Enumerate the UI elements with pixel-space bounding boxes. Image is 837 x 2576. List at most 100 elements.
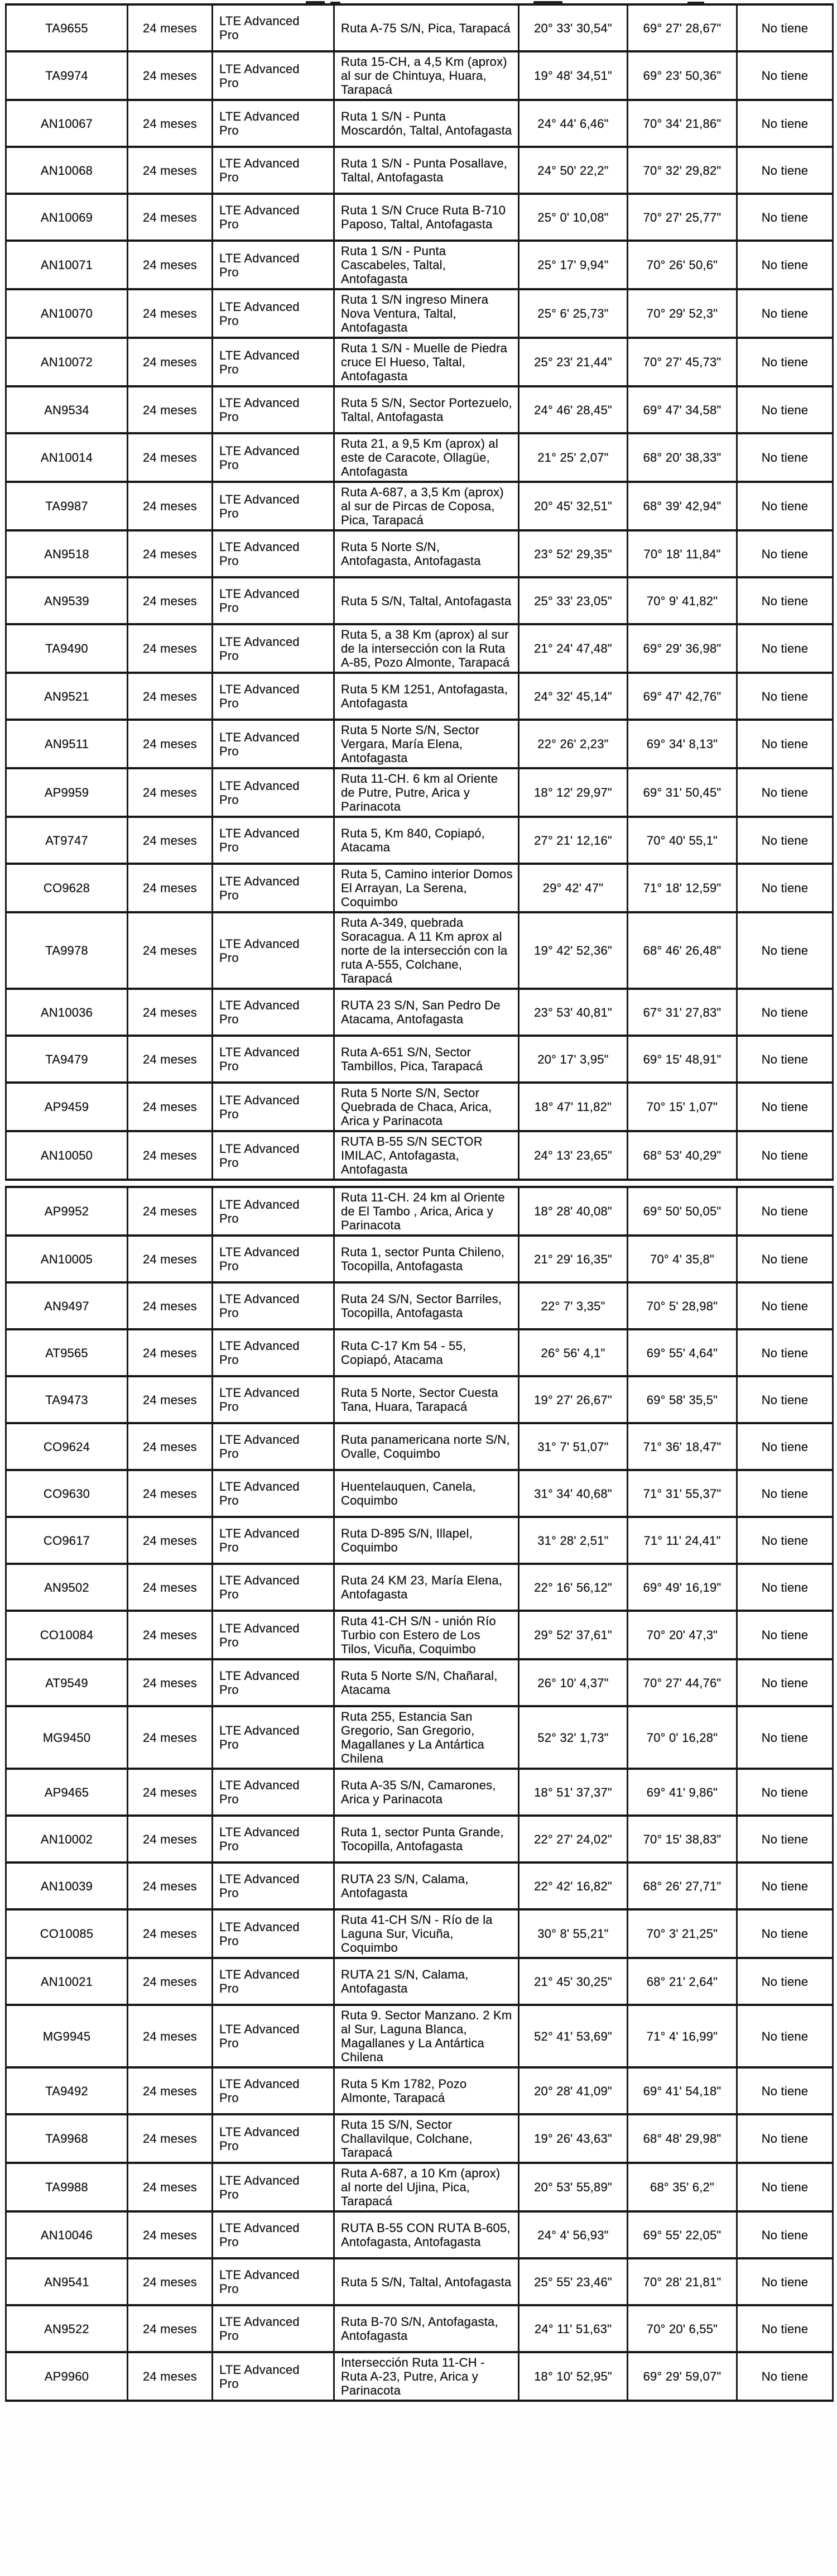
- cell-tecnologia: LTE Advanced Pro: [211, 1186, 335, 1237]
- cell-text: LTE Advanced Pro: [219, 540, 300, 568]
- cell-text: 25° 23' 21,44": [534, 355, 612, 369]
- cell-plazo: 24 meses: [127, 146, 213, 195]
- cell-text: AN10036: [40, 1005, 93, 1019]
- table-row: MG9450 24 meses LTE Advanced Pro Ruta 255, …: [5, 1705, 834, 1770]
- cell-text: 24 meses: [143, 1974, 197, 1989]
- cell-text: 24 meses: [143, 786, 197, 799]
- cell-text: No tiene: [761, 547, 809, 561]
- cell-text: LTE Advanced Pro: [219, 2173, 300, 2201]
- cell-text: 24 meses: [143, 1299, 197, 1313]
- cell-plazo: 24 meses: [127, 1705, 213, 1770]
- cell-codigo: AN10050: [5, 1130, 128, 1181]
- cell-plazo: 24 meses: [127, 1328, 213, 1377]
- cell-text: AN9518: [44, 547, 89, 561]
- cell-longitud: 69° 47' 34,58": [627, 385, 738, 434]
- cell-text: 71° 36' 18,47": [643, 1439, 721, 1454]
- cell-longitud: 69° 41' 54,18": [627, 2066, 738, 2115]
- cell-text: 24° 4' 56,93": [537, 2228, 609, 2242]
- cell-tecnologia: LTE Advanced Pro: [211, 863, 335, 913]
- cell-ubicacion: Ruta 1, sector Punta Chileno, Tocopilla,…: [333, 1234, 519, 1284]
- cell-codigo: AN10046: [5, 2210, 128, 2259]
- cell-longitud: 71° 4' 16,99": [627, 2004, 738, 2069]
- cell-codigo: AN10014: [5, 432, 128, 483]
- cell-codigo: TA9988: [5, 2162, 128, 2213]
- cell-codigo: AN9534: [5, 385, 128, 434]
- cell-plazo: 24 meses: [127, 288, 213, 339]
- cell-text: CO9617: [43, 1533, 90, 1548]
- cell-text: LTE Advanced Pro: [219, 874, 300, 902]
- cell-text: No tiene: [761, 881, 809, 895]
- cell-latitud: 24° 11' 51,63": [518, 2304, 628, 2353]
- cell-text: 70° 9' 41,82": [646, 593, 718, 608]
- cell-text: 52° 41' 53,69": [534, 2029, 612, 2043]
- cell-text: 68° 26' 27,71": [643, 1879, 721, 1893]
- cell-longitud: 68° 53' 40,29": [627, 1130, 738, 1181]
- cell-latitud: 24° 4' 56,93": [518, 2210, 628, 2259]
- cell-tecnologia: LTE Advanced Pro: [211, 3, 335, 52]
- cell-observacion: No tiene: [736, 1908, 834, 1959]
- cell-observacion: No tiene: [736, 1081, 834, 1132]
- cell-ubicacion: Ruta A-349, quebrada Soracagua. A 11 Km …: [333, 911, 519, 990]
- cell-text: LTE Advanced Pro: [219, 61, 300, 90]
- cell-longitud: 70° 18' 11,84": [627, 529, 738, 578]
- cell-longitud: 69° 29' 59,07": [627, 2351, 738, 2402]
- cell-latitud: 19° 26' 43,63": [518, 2113, 628, 2164]
- cell-text: 69° 49' 16,19": [643, 1580, 721, 1595]
- table-row: AN9522 24 meses LTE Advanced Pro Ruta B-70 …: [5, 2304, 834, 2353]
- cell-text: AN10014: [40, 451, 93, 465]
- cell-text: 70° 26' 50,6": [646, 258, 718, 272]
- cell-text: 24 meses: [143, 210, 197, 224]
- cell-text: Ruta 9. Sector Manzano. 2 Km al Sur, Lag…: [341, 2008, 512, 2064]
- cell-text: Ruta 5 Km 1782, Pozo Almonte, Tarapacá: [341, 2077, 467, 2105]
- cell-longitud: 71° 36' 18,47": [627, 1422, 738, 1471]
- cell-codigo: TA9978: [5, 911, 128, 990]
- cell-text: TA9968: [45, 2132, 88, 2146]
- cell-longitud: 69° 31' 50,45": [627, 767, 738, 818]
- cell-text: Ruta 5 Norte, Sector Cuesta Tana, Huara,…: [341, 1386, 498, 1414]
- cell-text: Ruta 5, Km 840, Copiapó, Atacama: [341, 826, 485, 854]
- table-row: TA9492 24 meses LTE Advanced Pro Ruta 5 Km …: [5, 2066, 834, 2115]
- cell-text: AN10050: [40, 1148, 93, 1162]
- cell-text: No tiene: [761, 2275, 809, 2289]
- cell-longitud: 67° 31' 27,83": [627, 988, 738, 1037]
- cell-text: CO9624: [43, 1439, 90, 1454]
- cell-plazo: 24 meses: [127, 1234, 213, 1284]
- cell-text: Ruta 5 S/N, Sector Portezuelo, Taltal, A…: [341, 396, 512, 424]
- cell-text: 24 meses: [143, 355, 197, 369]
- cell-longitud: 70° 4' 35,8": [627, 1234, 738, 1284]
- cell-tecnologia: LTE Advanced Pro: [211, 1281, 335, 1330]
- cell-ubicacion: Ruta 1 S/N - Punta Moscardón, Taltal, An…: [333, 99, 519, 148]
- cell-ubicacion: Huentelauquen, Canela, Coquimbo: [333, 1469, 519, 1518]
- cell-tecnologia: LTE Advanced Pro: [211, 1957, 335, 2006]
- cell-text: 24° 32' 45,14": [534, 689, 612, 703]
- cell-text: AP9465: [44, 1785, 89, 1799]
- cell-text: 70° 27' 45,73": [643, 355, 721, 369]
- cell-text: 69° 47' 42,76": [643, 689, 721, 703]
- cell-text: No tiene: [761, 2321, 809, 2336]
- cell-plazo: 24 meses: [127, 1186, 213, 1237]
- cell-longitud: 70° 27' 25,77": [627, 193, 738, 242]
- cell-latitud: 24° 46' 28,45": [518, 385, 628, 434]
- cell-plazo: 24 meses: [127, 1814, 213, 1864]
- cell-ubicacion: Ruta 41-CH S/N - unión Río Turbio con Es…: [333, 1610, 519, 1660]
- cell-codigo: MG9450: [5, 1705, 128, 1770]
- cell-text: 70° 5' 28,98": [646, 1299, 718, 1313]
- cell-codigo: AN10039: [5, 1861, 128, 1911]
- cell-ubicacion: Ruta 5 Norte S/N, Antofagasta, Antofagas…: [333, 529, 519, 578]
- cell-ubicacion: Ruta 11-CH. 24 km al Oriente de El Tambo…: [333, 1186, 519, 1237]
- cell-plazo: 24 meses: [127, 50, 213, 101]
- cell-text: LTE Advanced Pro: [219, 1669, 300, 1697]
- cell-latitud: 18° 28' 40,08": [518, 1186, 628, 1237]
- cell-text: 20° 53' 55,89": [534, 2180, 612, 2194]
- cell-codigo: TA9968: [5, 2113, 128, 2164]
- cell-longitud: 70° 32' 29,82": [627, 146, 738, 195]
- table-row: AN10072 24 meses LTE Advanced Pro Ruta 1 S/…: [5, 337, 834, 387]
- cell-text: 31° 7' 51,07": [537, 1439, 609, 1454]
- cell-text: 19° 42' 52,36": [534, 944, 612, 957]
- cell-text: No tiene: [761, 833, 809, 848]
- cell-text: AP9459: [44, 1100, 89, 1114]
- cell-plazo: 24 meses: [127, 3, 213, 52]
- cell-text: AP9959: [44, 786, 89, 799]
- cell-tecnologia: LTE Advanced Pro: [211, 2257, 335, 2306]
- cell-text: 69° 58' 35,5": [646, 1392, 718, 1407]
